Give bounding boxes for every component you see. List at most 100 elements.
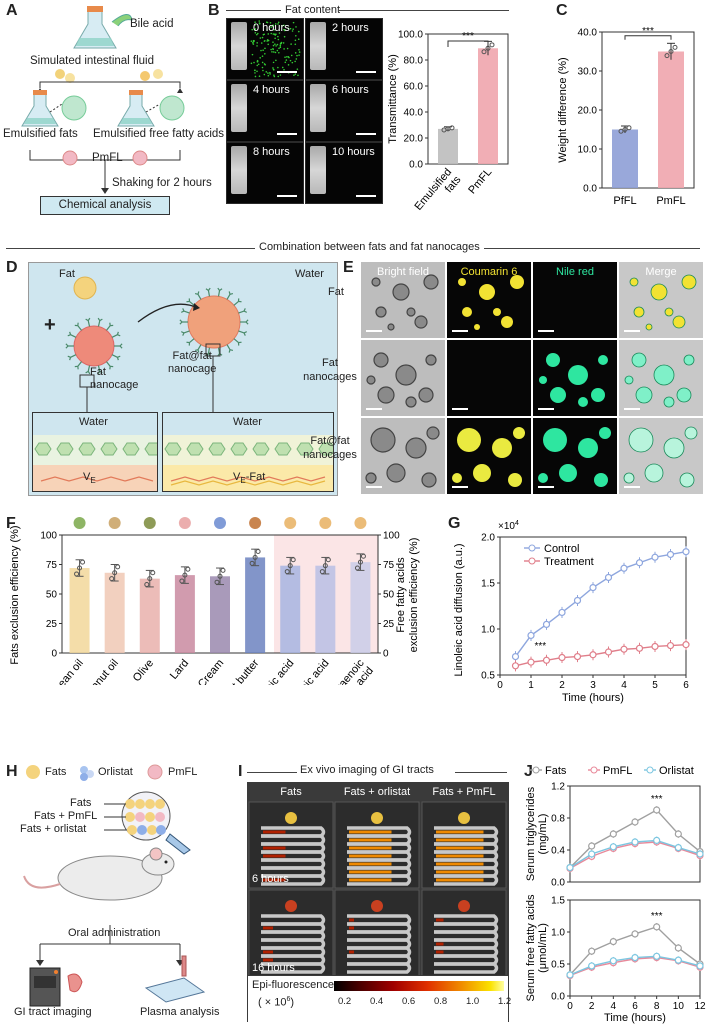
data-point <box>74 571 80 577</box>
a-bile-acid: Bile acid <box>130 18 174 30</box>
c-weight-chart: 0.0 10.0 20.0 30.0 40.0 Weight difference (%)… <box>557 26 695 207</box>
y-tick-right: 50 <box>383 590 395 601</box>
sig-bracket <box>447 40 489 47</box>
data-point <box>566 863 574 872</box>
b-micro-8h: 8 hours <box>226 142 304 204</box>
data-point <box>360 553 366 559</box>
bar <box>245 557 266 653</box>
category-icon <box>249 517 262 529</box>
y-tick-label: 20.0 <box>404 134 424 145</box>
h-imager-icon <box>29 967 83 1007</box>
i-row-6h: 6 hours <box>252 873 289 885</box>
i-col-orlistat: Fats + orlistat <box>343 786 411 798</box>
panel-label-f: F <box>6 515 16 532</box>
e-micrograph-r2-c3 <box>619 418 703 494</box>
data-point <box>542 656 551 664</box>
x-tick-label: Lard <box>168 657 191 682</box>
d-ve-sub: E <box>90 476 96 486</box>
category-icon <box>319 517 332 529</box>
legend-marker <box>646 766 654 774</box>
y-tick-label: 30.0 <box>578 67 598 78</box>
data-point <box>609 843 617 851</box>
data-point <box>666 550 675 559</box>
data-point <box>144 582 150 588</box>
panel-label-h: H <box>6 763 18 780</box>
h-oral: Oral administration <box>68 927 161 939</box>
x-tick-label: 1 <box>528 680 534 691</box>
e-micrograph-r0-c3: Merge <box>619 262 703 338</box>
sig-label: *** <box>651 911 663 922</box>
bar <box>174 575 195 653</box>
e-row-fatfat: Fat@fat nanocages <box>303 435 357 461</box>
panel-label-c: C <box>556 2 568 19</box>
gi-stomach <box>371 900 383 912</box>
data-point <box>653 836 661 845</box>
y-tick-label: 40.0 <box>404 108 424 119</box>
y-tick-label: 0.5 <box>551 960 565 971</box>
i-colorbar-tick: 0.2 <box>338 996 352 1007</box>
x-tick-label: 2 <box>559 680 565 691</box>
y-tick-left: 0 <box>51 649 57 660</box>
bar <box>280 565 301 653</box>
b-time-8: 8 hours <box>253 146 290 158</box>
e-column-label: Bright field <box>377 266 429 278</box>
data-point <box>609 957 617 965</box>
gi-loop <box>434 874 499 886</box>
legend-marker <box>532 766 540 774</box>
y-tick-label: 0.0 <box>409 160 423 171</box>
data-point <box>588 842 596 850</box>
i-colorbar-unit: ( × 106) <box>258 996 294 1009</box>
gi-stomach <box>285 812 297 824</box>
data-point <box>354 565 360 571</box>
d-fat-icon <box>73 276 97 300</box>
data-point <box>115 564 121 570</box>
data-point <box>511 662 520 670</box>
h-fats-icon <box>26 765 40 779</box>
h-legend-orlistat: Orlistat <box>98 766 133 778</box>
x-tick-label: Soybean oil <box>40 657 86 685</box>
category-icon <box>73 517 86 529</box>
y-axis-right-line: exclusion efficiency (%) <box>408 538 420 653</box>
data-point <box>666 641 675 650</box>
data-point <box>651 553 659 561</box>
pmfl-icon <box>62 150 78 166</box>
data-point <box>622 127 628 132</box>
y-tick-label: 60.0 <box>404 82 424 93</box>
data-point <box>287 563 293 569</box>
legend-label: Orlistat <box>659 765 694 777</box>
x-tick-line: Oleic acid <box>256 657 296 685</box>
data-point <box>620 645 628 653</box>
d-water-left: Water <box>79 416 108 428</box>
combination-title: Combination between fats and fat nanocag… <box>255 241 484 253</box>
bar <box>438 128 458 164</box>
flask-right-icon <box>117 90 185 127</box>
data-point <box>80 559 86 565</box>
x-axis-label: Time (hours) <box>562 692 624 704</box>
d-ve: V <box>83 471 91 483</box>
i-colorbar <box>334 981 504 991</box>
data-point <box>147 576 153 582</box>
gi-stomach <box>371 812 383 824</box>
data-point <box>217 573 223 579</box>
y-tick-left: 25 <box>46 619 58 630</box>
data-point <box>542 620 551 629</box>
y-tick-label: 100.0 <box>398 30 423 41</box>
x-tick-label: Olive <box>131 657 156 684</box>
y-tick-label: 1.2 <box>551 782 565 793</box>
d-plus: + <box>44 314 56 336</box>
data-point <box>449 125 455 131</box>
data-point <box>566 971 574 979</box>
d-fat-nanocage-icon <box>73 325 115 367</box>
x-tick-label: 12 <box>694 1001 706 1012</box>
bar <box>478 48 498 164</box>
data-point <box>527 658 535 666</box>
data-point <box>674 843 682 852</box>
y-axis-label: Serum triglycerides(mg/mL) <box>525 786 549 881</box>
data-point <box>618 128 624 134</box>
x-tick-label: Peanut oil <box>80 657 121 685</box>
d-diagram <box>65 276 249 436</box>
x-tick-label: 5 <box>652 680 658 691</box>
bar <box>658 51 684 188</box>
data-point <box>573 596 582 605</box>
e-micrograph-r1-c3 <box>619 340 703 416</box>
